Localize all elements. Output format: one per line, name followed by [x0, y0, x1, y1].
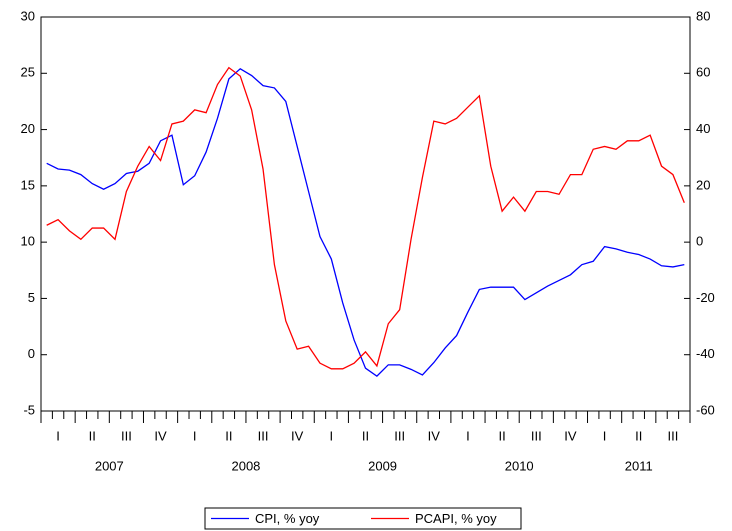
- x-tick-label: I: [56, 428, 60, 443]
- x-tick-label: IV: [564, 428, 577, 443]
- y2-tick-label: 60: [696, 65, 710, 80]
- y2-tick-label: -60: [696, 402, 715, 417]
- year-label: 2007: [95, 458, 124, 473]
- legend-box: [204, 507, 522, 530]
- x-tick-label: III: [258, 428, 269, 443]
- x-tick-label: II: [225, 428, 232, 443]
- plot-frame: [40, 16, 691, 412]
- x-tick-label: III: [394, 428, 405, 443]
- year-label: 2009: [368, 458, 397, 473]
- year-label: 2011: [625, 458, 653, 473]
- x-tick-label: IV: [428, 428, 441, 443]
- series-line: [46, 66, 685, 370]
- y2-tick-label: 20: [696, 177, 710, 192]
- y-tick-label: 0: [28, 346, 35, 361]
- x-tick-label: II: [499, 428, 506, 443]
- legend-label: CPI, % yoy: [255, 511, 320, 526]
- y2-tick-label: -40: [696, 346, 715, 361]
- legend-label: PCAPI, % yoy: [415, 511, 497, 526]
- y-tick-label: 30: [21, 8, 35, 23]
- x-tick-label: I: [466, 428, 470, 443]
- series-line: [46, 67, 685, 377]
- x-tick-label: IV: [154, 428, 167, 443]
- x-tick-label: III: [667, 428, 678, 443]
- x-tick-label: II: [635, 428, 642, 443]
- x-tick-label: II: [89, 428, 96, 443]
- y-tick-label: 5: [28, 290, 35, 305]
- x-tick-label: I: [603, 428, 607, 443]
- x-tick-label: I: [330, 428, 334, 443]
- x-tick-label: III: [121, 428, 132, 443]
- y-tick-label: -5: [23, 402, 35, 417]
- year-label: 2008: [231, 458, 260, 473]
- x-tick-label: I: [193, 428, 197, 443]
- x-tick-label: IV: [291, 428, 304, 443]
- y-tick-label: 25: [21, 65, 35, 80]
- year-label: 2010: [505, 458, 534, 473]
- y-tick-label: 15: [21, 177, 35, 192]
- y2-tick-label: 0: [696, 234, 703, 249]
- y2-tick-label: 80: [696, 8, 710, 23]
- y2-tick-label: -20: [696, 290, 715, 305]
- x-tick-label: II: [362, 428, 369, 443]
- y-tick-label: 10: [21, 234, 35, 249]
- y2-tick-label: 40: [696, 121, 710, 136]
- x-tick-label: III: [531, 428, 542, 443]
- y-tick-label: 20: [21, 121, 35, 136]
